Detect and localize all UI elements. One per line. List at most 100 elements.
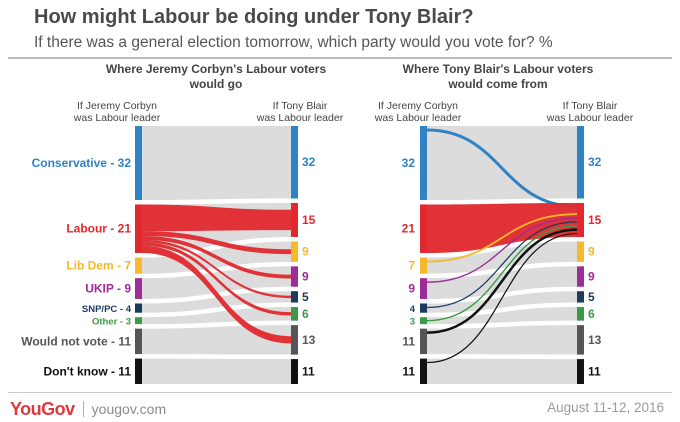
- left-label-don-t-know: Don't know - 11: [43, 364, 131, 378]
- flow-would-not-vote-to-labour: [426, 228, 578, 334]
- right-label-other: 6: [588, 307, 595, 321]
- right-bar-labour: [291, 202, 298, 237]
- left-label-lib-dem: 7: [408, 259, 415, 273]
- left-label-conservative: Conservative - 32: [32, 156, 132, 170]
- right-label-conservative: 32: [302, 155, 316, 169]
- flow-labour-to-other: [142, 242, 291, 316]
- right-bar-conservative: [577, 126, 584, 199]
- footer-brand: YouGov yougov.com: [10, 398, 166, 420]
- right-label-ukip: 9: [302, 270, 309, 284]
- left-label-other: 3: [410, 317, 415, 328]
- right-bar-labour: [577, 202, 584, 237]
- right-label-other: 6: [302, 307, 309, 321]
- right-label-ukip: 9: [588, 270, 595, 284]
- left-bar-labour: [135, 204, 142, 253]
- left-label-snp-pc: SNP/PC - 4: [82, 304, 132, 315]
- right-bar-snp-pc: [577, 291, 584, 303]
- right-bar-lib-dem: [577, 241, 584, 262]
- right-bar-lib-dem: [291, 241, 298, 262]
- flow-labour-to-labour: [142, 204, 291, 232]
- right-label-would-not-vote: 13: [302, 333, 316, 347]
- right-bar-would-not-vote: [291, 325, 298, 355]
- left-bar-other: [135, 317, 142, 325]
- left-label-ukip: UKIP - 9: [85, 282, 131, 296]
- footer-separator: [82, 401, 84, 417]
- chart-title: How might Labour be doing under Tony Bla…: [34, 6, 474, 28]
- flow-conservative: [427, 126, 577, 200]
- survey-date: August 11-12, 2016: [547, 400, 664, 415]
- left-axis-label-line-1: If Jeremy Corbyn: [378, 100, 458, 112]
- left-label-conservative: 32: [402, 156, 416, 170]
- highlight-flows: [142, 204, 291, 344]
- left-label-snp-pc: 4: [410, 304, 416, 315]
- left-axis-label-line-1: If Jeremy Corbyn: [77, 100, 157, 112]
- flow-don-t-know-to-labour: [426, 232, 578, 364]
- right-label-don-t-know: 11: [302, 365, 315, 379]
- flow-other-to-labour: [426, 225, 578, 322]
- right-axis-label-line-1: If Tony Blair: [563, 100, 618, 112]
- sankey-panel-1: Where Jeremy Corbyn's Labour voterswould…: [21, 62, 344, 384]
- highlight-flows: [426, 128, 578, 364]
- flow-other: [427, 307, 577, 325]
- flow-would-not-vote: [427, 325, 577, 355]
- right-bar-don-t-know: [577, 359, 584, 384]
- flow-labour-to-labour: [427, 202, 577, 253]
- left-label-lib-dem: Lib Dem - 7: [66, 259, 131, 273]
- left-bar-ukip: [135, 278, 142, 299]
- left-axis-label-line-2: was Labour leader: [73, 112, 161, 124]
- flow-labour-to-would-not-vote: [142, 245, 291, 344]
- left-bar-don-t-know: [420, 358, 427, 384]
- left-bar-conservative: [135, 126, 142, 200]
- flow-labour-to-lib-dem: [142, 231, 291, 255]
- left-bar-don-t-know: [135, 358, 142, 384]
- panel-title-line-2: would go: [189, 77, 243, 91]
- right-label-snp-pc: 5: [302, 290, 309, 304]
- right-bar-other: [291, 307, 298, 321]
- yougov-logo: YouGov: [10, 398, 75, 419]
- right-axis-label-line-2: was Labour leader: [256, 112, 344, 124]
- left-bar-snp-pc: [420, 303, 427, 313]
- left-bar-lib-dem: [135, 257, 142, 274]
- right-bar-conservative: [291, 126, 298, 199]
- panel-title-line-2: would come from: [447, 77, 547, 91]
- right-axis-label-line-1: If Tony Blair: [273, 100, 328, 112]
- left-axis-label-line-2: was Labour leader: [374, 112, 462, 124]
- flow-ukip: [142, 266, 291, 299]
- right-label-lib-dem: 9: [588, 245, 595, 259]
- left-bar-other: [420, 317, 427, 325]
- flow-don-t-know: [142, 358, 291, 384]
- right-label-labour: 15: [302, 213, 316, 227]
- left-label-other: Other - 3: [92, 317, 131, 328]
- flow-snp-pc-to-labour: [426, 221, 578, 309]
- footer-divider: [8, 392, 672, 393]
- left-bar-would-not-vote: [135, 328, 142, 355]
- left-bar-would-not-vote: [420, 328, 427, 355]
- left-bar-labour: [420, 204, 427, 253]
- flow-other: [142, 307, 291, 325]
- left-label-would-not-vote: Would not vote - 11: [21, 334, 131, 348]
- left-label-labour: 21: [402, 222, 416, 236]
- right-label-don-t-know: 11: [588, 365, 601, 379]
- right-label-lib-dem: 9: [302, 245, 309, 259]
- flow-labour-to-snp-pc: [142, 239, 291, 299]
- header-divider: [8, 57, 672, 59]
- panel-title-line-1: Where Jeremy Corbyn's Labour voters: [106, 62, 327, 76]
- right-axis-label-line-2: was Labour leader: [546, 112, 634, 124]
- right-bar-don-t-know: [291, 359, 298, 384]
- right-label-conservative: 32: [588, 155, 602, 169]
- left-label-would-not-vote: 11: [402, 334, 415, 348]
- site-link[interactable]: yougov.com: [91, 401, 167, 417]
- left-bar-snp-pc: [135, 303, 142, 313]
- flow-snp-pc: [427, 291, 577, 313]
- left-bar-ukip: [420, 278, 427, 299]
- flow-don-t-know: [427, 358, 577, 384]
- right-bar-would-not-vote: [577, 325, 584, 355]
- right-bar-snp-pc: [291, 291, 298, 303]
- flow-ribbons: [427, 126, 577, 384]
- right-bar-ukip: [577, 266, 584, 287]
- flow-conservative: [142, 126, 291, 200]
- right-label-snp-pc: 5: [588, 290, 595, 304]
- left-bar-conservative: [420, 126, 427, 200]
